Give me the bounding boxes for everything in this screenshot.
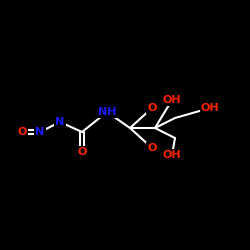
Text: O: O — [17, 127, 27, 137]
Text: OH: OH — [163, 95, 181, 105]
Text: N: N — [36, 127, 44, 137]
Text: NH: NH — [98, 107, 116, 117]
Text: OH: OH — [201, 103, 219, 113]
Text: O: O — [147, 143, 157, 153]
Text: N: N — [56, 117, 64, 127]
Text: O: O — [147, 103, 157, 113]
Text: O: O — [77, 147, 87, 157]
Text: OH: OH — [163, 150, 181, 160]
